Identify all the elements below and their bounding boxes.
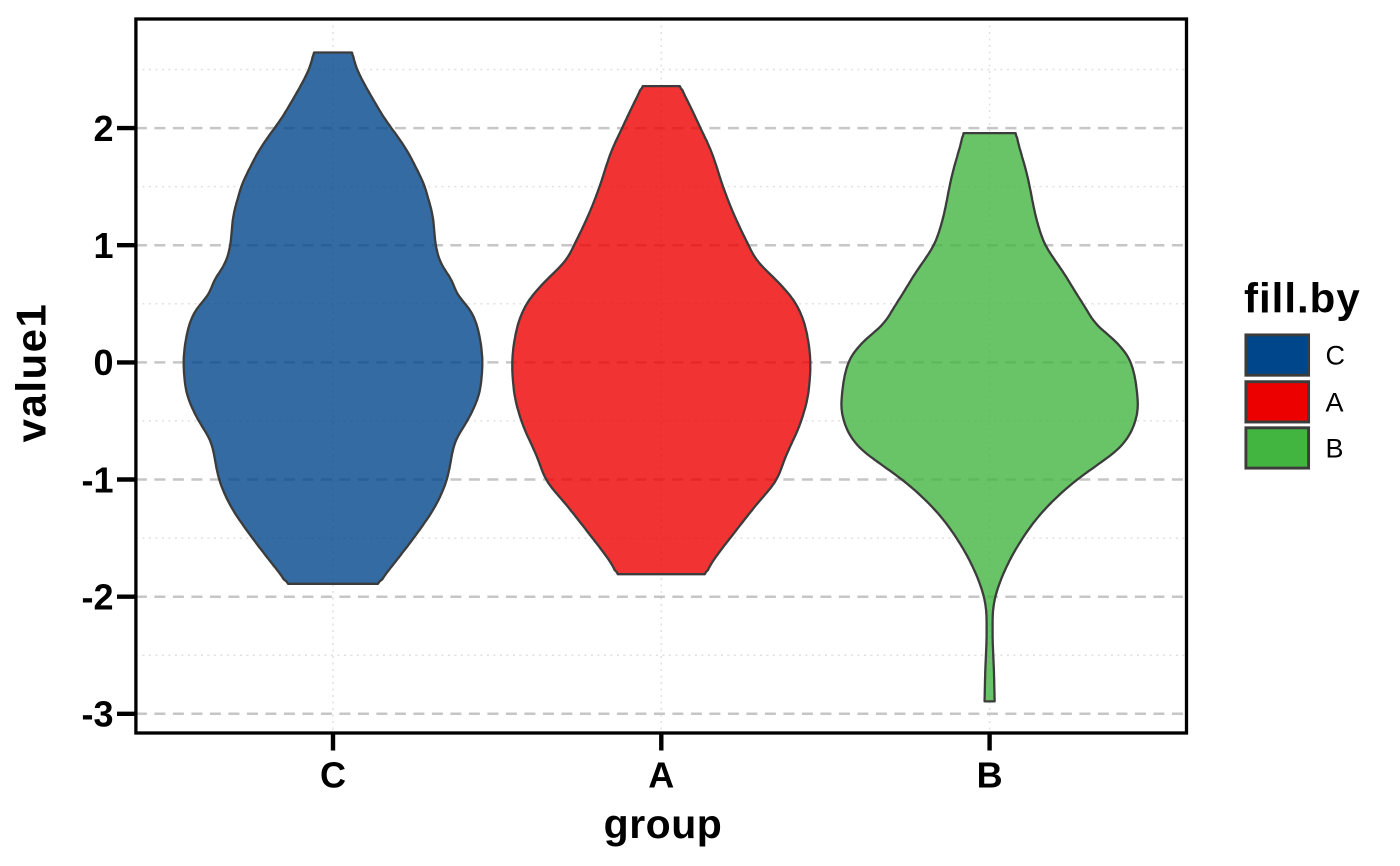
svg-text:group: group bbox=[604, 801, 723, 847]
svg-text:C: C bbox=[320, 755, 346, 796]
svg-text:1: 1 bbox=[93, 225, 113, 266]
svg-text:-2: -2 bbox=[81, 577, 113, 618]
svg-text:value1: value1 bbox=[8, 303, 55, 443]
svg-text:fill.by: fill.by bbox=[1244, 275, 1361, 322]
svg-text:-1: -1 bbox=[81, 459, 113, 500]
svg-text:B: B bbox=[1326, 434, 1344, 464]
svg-text:A: A bbox=[648, 755, 674, 796]
svg-text:B: B bbox=[977, 755, 1003, 796]
svg-text:0: 0 bbox=[93, 342, 113, 383]
svg-text:-3: -3 bbox=[81, 694, 113, 735]
svg-text:C: C bbox=[1326, 341, 1346, 371]
svg-text:2: 2 bbox=[93, 108, 113, 149]
svg-text:A: A bbox=[1326, 387, 1344, 417]
